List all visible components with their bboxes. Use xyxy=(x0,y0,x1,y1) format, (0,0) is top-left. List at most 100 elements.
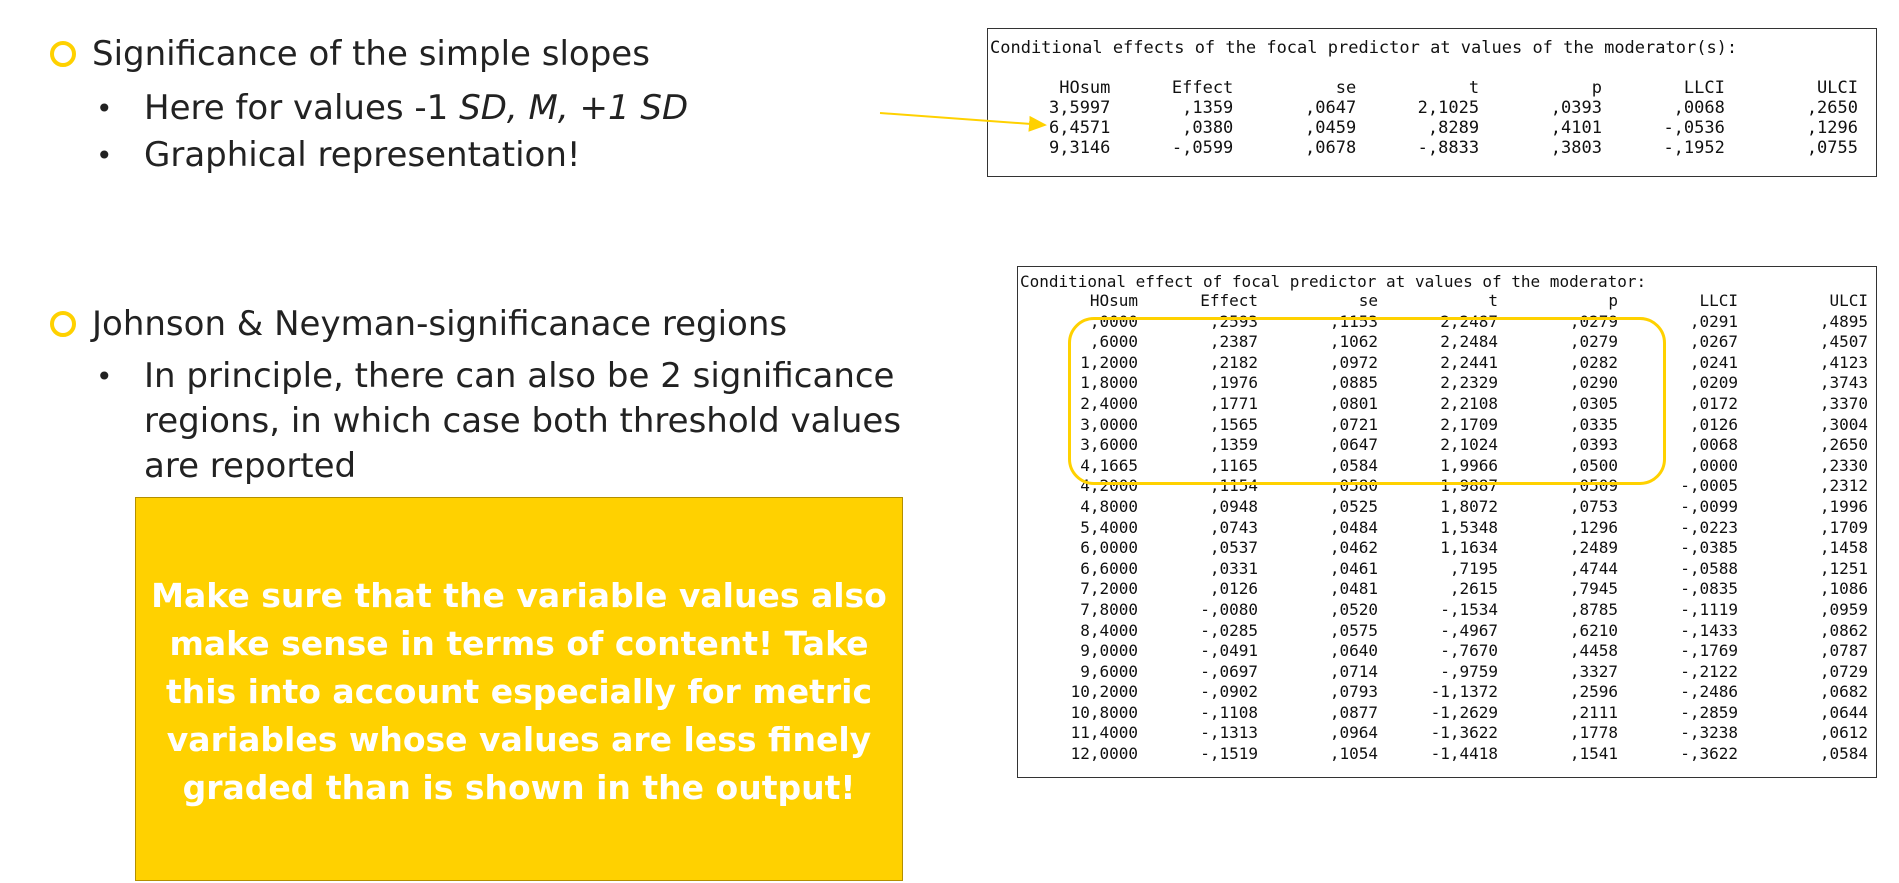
m-label: M xyxy=(528,88,558,128)
table-cell: ,0640 xyxy=(1329,641,1378,661)
table-cell: ,1359 xyxy=(1209,435,1258,455)
table-cell: ,0644 xyxy=(1819,702,1868,722)
table-cell: 7,8000 xyxy=(1080,599,1138,619)
table2-header-row: HOsum Effect se t p LLCI ULCI xyxy=(1038,291,1868,312)
circle-outline-icon xyxy=(50,311,76,337)
table-cell: ,0331 xyxy=(1209,558,1258,578)
table-row: 1,8000 ,1976 ,0885 2,2329 ,0290 ,0209 ,3743 xyxy=(1038,373,1868,394)
table-row: 5,4000 ,0743 ,0484 1,5348 ,1296 -,0223 ,1709 xyxy=(1038,518,1868,539)
table-cell: ,2387 xyxy=(1209,332,1258,352)
table-cell: ,0068 xyxy=(1673,98,1725,118)
table-cell: ,0525 xyxy=(1329,496,1378,516)
table-cell: ,8289 xyxy=(1427,118,1480,138)
graphical-text: Graphical representation! xyxy=(144,135,581,175)
simple-slopes-output-table: Conditional effects of the focal predict… xyxy=(987,28,1877,177)
table-cell: 1,9966 xyxy=(1440,455,1498,475)
table-cell: ,2330 xyxy=(1819,455,1868,475)
table-cell: ,0584 xyxy=(1819,744,1868,764)
table-cell: 2,1709 xyxy=(1440,414,1498,434)
bullet-graphical: • Graphical representation! xyxy=(96,133,581,178)
table-cell: 2,1025 xyxy=(1417,98,1480,118)
table-cell: ,0126 xyxy=(1209,579,1258,599)
table1-header-row: HOsum Effect se t p LLCI ULCI xyxy=(1008,78,1858,98)
table-cell: 2,2484 xyxy=(1440,332,1498,352)
two-regions-line-2: regions, in which case both threshold va… xyxy=(144,401,902,441)
dot-icon: • xyxy=(96,139,113,172)
table-cell: 1,8072 xyxy=(1440,496,1498,516)
table-cell: ,0209 xyxy=(1689,373,1738,393)
table-cell: 10,8000 xyxy=(1070,702,1138,722)
table-cell: ,0753 xyxy=(1569,496,1618,516)
table-cell: ,0393 xyxy=(1550,98,1602,118)
table-cell: 1,8000 xyxy=(1080,373,1138,393)
table-cell: 1,1634 xyxy=(1440,538,1498,558)
table-cell: ,6210 xyxy=(1569,620,1618,640)
table-row: 4,2000 ,1154 ,0580 1,9887 ,0509 -,0005 ,2312 xyxy=(1038,476,1868,497)
table-cell: ,1709 xyxy=(1819,517,1868,537)
table-cell: 9,6000 xyxy=(1080,661,1138,681)
table-cell: ,2615 xyxy=(1449,579,1498,599)
table-cell: ,1359 xyxy=(1182,98,1234,118)
table-cell: -,7670 xyxy=(1440,641,1498,661)
table-cell: -,1108 xyxy=(1200,702,1258,722)
two-regions-line-3: are reported xyxy=(144,446,357,486)
table-cell: -,0223 xyxy=(1680,517,1738,537)
table-cell: ,0793 xyxy=(1329,682,1378,702)
table-cell: -,1519 xyxy=(1200,744,1258,764)
table-cell: ,0305 xyxy=(1569,393,1618,413)
bullet-jn-regions: Johnson & Neyman-significanace regions xyxy=(50,304,787,344)
table-cell: ,4101 xyxy=(1550,118,1602,138)
table-row: ,0000 ,2593 ,1153 2,2487 ,0279 ,0291 ,4895 xyxy=(1038,312,1868,333)
table-cell: ,2650 xyxy=(1806,98,1858,118)
table-cell: -,0385 xyxy=(1680,538,1738,558)
table-cell: ,1565 xyxy=(1209,414,1258,434)
table-cell: ,3327 xyxy=(1569,661,1618,681)
note-box: Make sure that the variable values also … xyxy=(135,497,903,881)
table-cell: 1,5348 xyxy=(1440,517,1498,537)
table-row: 9,3146 -,0599 ,0678 -,8833 ,3803 -,1952 ,0755 xyxy=(1008,138,1858,158)
dot-icon: • xyxy=(96,360,113,393)
table-cell: -,1119 xyxy=(1680,599,1738,619)
table-cell: ,0279 xyxy=(1569,311,1618,331)
table1-title: Conditional effects of the focal predict… xyxy=(990,38,1738,58)
table-cell: ,0959 xyxy=(1819,599,1868,619)
table-cell: ,0291 xyxy=(1689,311,1738,331)
table-cell: -,0536 xyxy=(1663,118,1725,138)
table1-header-cell: t xyxy=(1468,78,1480,98)
table2-header-cell: LLCI xyxy=(1699,291,1738,310)
table-cell: ,1054 xyxy=(1329,744,1378,764)
table-cell: 2,1024 xyxy=(1440,435,1498,455)
table-cell: 1,2000 xyxy=(1080,352,1138,372)
table-cell: ,1153 xyxy=(1329,311,1378,331)
table-cell: 2,4000 xyxy=(1080,393,1138,413)
table-cell: -,0491 xyxy=(1200,641,1258,661)
table-cell: ,3803 xyxy=(1550,138,1602,158)
table-row: 3,6000 ,1359 ,0647 2,1024 ,0393 ,0068 ,2650 xyxy=(1038,435,1868,456)
table-cell: -,0005 xyxy=(1680,476,1738,496)
table-cell: 7,2000 xyxy=(1080,579,1138,599)
table-cell: -,0835 xyxy=(1680,579,1738,599)
table-row: 4,8000 ,0948 ,0525 1,8072 ,0753 -,0099 ,1996 xyxy=(1038,497,1868,518)
table-cell: -,1769 xyxy=(1680,641,1738,661)
table-cell: ,0520 xyxy=(1329,599,1378,619)
table-cell: ,2650 xyxy=(1819,435,1868,455)
table-cell: ,1154 xyxy=(1209,476,1258,496)
table-cell: ,1996 xyxy=(1819,496,1868,516)
bullet-values-sd: • Here for values -1 SD, M, +1 SD xyxy=(96,86,688,131)
table-row: 12,0000 -,1519 ,1054 -1,4418 ,1541 -,3622 ,058… xyxy=(1038,744,1868,765)
table-cell: ,0584 xyxy=(1329,455,1378,475)
table-cell: 11,4000 xyxy=(1070,723,1138,743)
sep-1: , xyxy=(506,88,529,128)
table-cell: -,4967 xyxy=(1440,620,1498,640)
table-row: 9,0000 -,0491 ,0640 -,7670 ,4458 -,1769 ,0787 xyxy=(1038,641,1868,662)
table-cell: ,4744 xyxy=(1569,558,1618,578)
table-cell: -,2486 xyxy=(1680,682,1738,702)
table-cell: ,2489 xyxy=(1569,538,1618,558)
table-cell: -,3238 xyxy=(1680,723,1738,743)
table2-header-cell: Effect xyxy=(1200,291,1258,310)
table-cell: -,1952 xyxy=(1663,138,1725,158)
table2-header-cell: ULCI xyxy=(1829,291,1868,310)
table-cell: 10,2000 xyxy=(1070,682,1138,702)
table-cell: 9,3146 xyxy=(1048,138,1111,158)
table-cell: -,0285 xyxy=(1200,620,1258,640)
